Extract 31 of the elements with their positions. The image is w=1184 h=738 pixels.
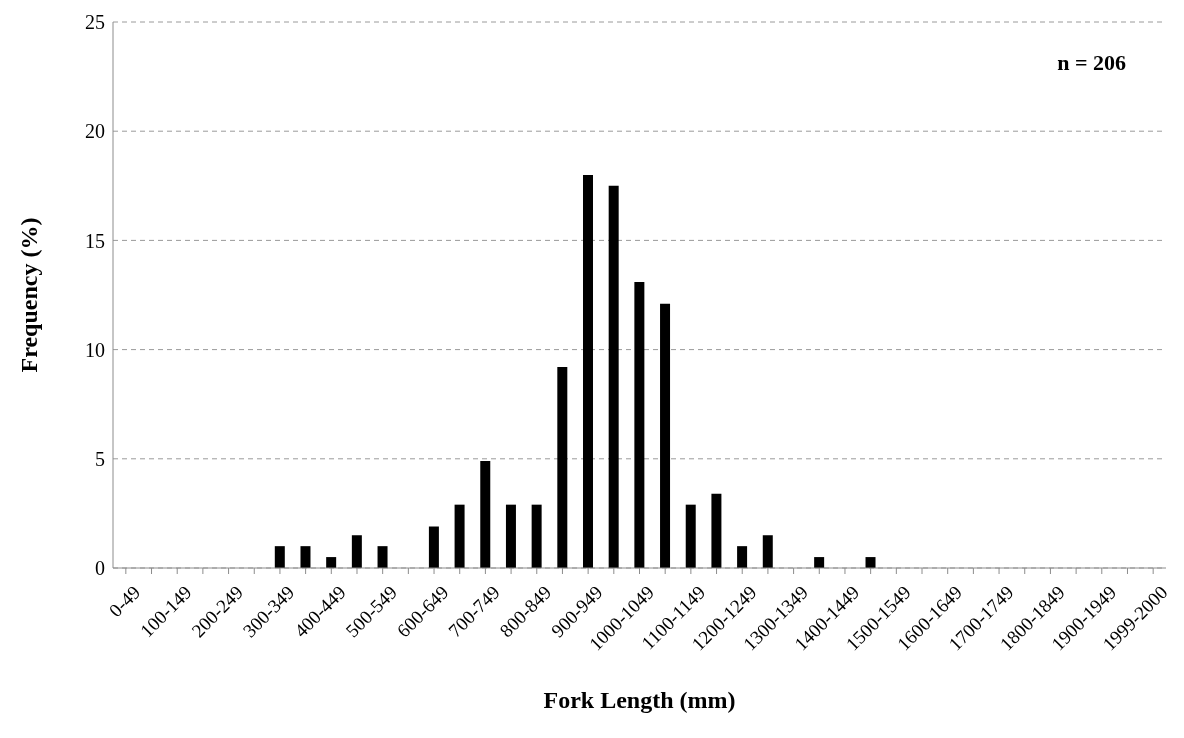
bar [377, 546, 388, 568]
bar [660, 303, 671, 568]
y-tick-label: 0 [95, 557, 105, 580]
bar [685, 504, 696, 568]
y-tick-label: 15 [85, 229, 105, 252]
bar [428, 526, 439, 568]
bar [737, 546, 748, 568]
bar [711, 493, 722, 568]
bar [454, 504, 465, 568]
y-tick-label: 5 [95, 447, 105, 470]
y-axis-title: Frequency (%) [15, 217, 42, 373]
x-tick-label: 0-49 [104, 581, 145, 622]
y-tick-label: 20 [85, 120, 105, 143]
y-tick-label: 10 [85, 338, 105, 361]
bar [583, 174, 593, 568]
bar [865, 557, 876, 568]
bar [300, 546, 311, 568]
bar [531, 504, 542, 568]
bar [274, 546, 285, 568]
bar [326, 557, 337, 568]
bar [814, 557, 825, 568]
bar [480, 460, 491, 568]
bar [557, 367, 568, 568]
x-axis-title: Fork Length (mm) [543, 687, 736, 713]
bar [762, 535, 773, 568]
bar [351, 535, 362, 568]
bar [634, 281, 645, 568]
bar [505, 504, 516, 568]
bar [608, 185, 619, 568]
annotation: n = 206 [1057, 50, 1126, 76]
y-tick-label: 25 [85, 11, 105, 34]
